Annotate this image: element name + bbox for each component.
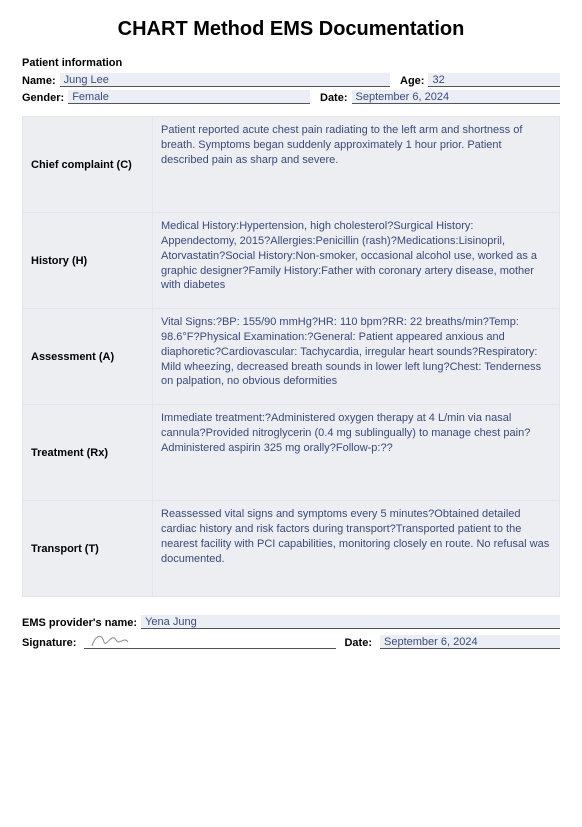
signature-line bbox=[84, 633, 336, 649]
name-value: Jung Lee bbox=[60, 73, 390, 87]
age-label: Age: bbox=[400, 75, 424, 87]
chart-row-content: Vital Signs:?BP: 155/90 mmHg?HR: 110 bpm… bbox=[153, 309, 560, 405]
patient-info: Name: Jung Lee Age: 32 Gender: Female Da… bbox=[22, 73, 560, 104]
provider-value: Yena Jung bbox=[141, 615, 560, 629]
chart-table: Chief complaint (C)Patient reported acut… bbox=[22, 116, 560, 597]
gender-value: Female bbox=[68, 90, 310, 104]
chart-row-label: Treatment (Rx) bbox=[23, 405, 153, 501]
table-row: Assessment (A)Vital Signs:?BP: 155/90 mm… bbox=[23, 309, 560, 405]
footer-section: EMS provider's name: Yena Jung Signature… bbox=[22, 615, 560, 649]
date-label: Date: bbox=[320, 92, 348, 104]
page-title: CHART Method EMS Documentation bbox=[22, 18, 560, 41]
chart-row-content: Patient reported acute chest pain radiat… bbox=[153, 117, 560, 213]
footer-date-value: September 6, 2024 bbox=[380, 635, 560, 649]
table-row: Chief complaint (C)Patient reported acut… bbox=[23, 117, 560, 213]
chart-row-label: History (H) bbox=[23, 213, 153, 309]
chart-row-content: Immediate treatment:?Administered oxygen… bbox=[153, 405, 560, 501]
table-row: Transport (T)Reassessed vital signs and … bbox=[23, 501, 560, 597]
age-value: 32 bbox=[428, 73, 560, 87]
patient-info-label: Patient information bbox=[22, 57, 560, 69]
provider-label: EMS provider's name: bbox=[22, 617, 137, 629]
chart-row-content: Medical History:Hypertension, high chole… bbox=[153, 213, 560, 309]
chart-row-label: Chief complaint (C) bbox=[23, 117, 153, 213]
name-label: Name: bbox=[22, 75, 56, 87]
chart-row-content: Reassessed vital signs and symptoms ever… bbox=[153, 501, 560, 597]
table-row: History (H)Medical History:Hypertension,… bbox=[23, 213, 560, 309]
signature-icon bbox=[90, 630, 130, 650]
chart-row-label: Assessment (A) bbox=[23, 309, 153, 405]
signature-label: Signature: bbox=[22, 637, 76, 649]
date-value: September 6, 2024 bbox=[352, 90, 560, 104]
chart-row-label: Transport (T) bbox=[23, 501, 153, 597]
footer-date-label: Date: bbox=[344, 637, 372, 649]
table-row: Treatment (Rx)Immediate treatment:?Admin… bbox=[23, 405, 560, 501]
gender-label: Gender: bbox=[22, 92, 64, 104]
